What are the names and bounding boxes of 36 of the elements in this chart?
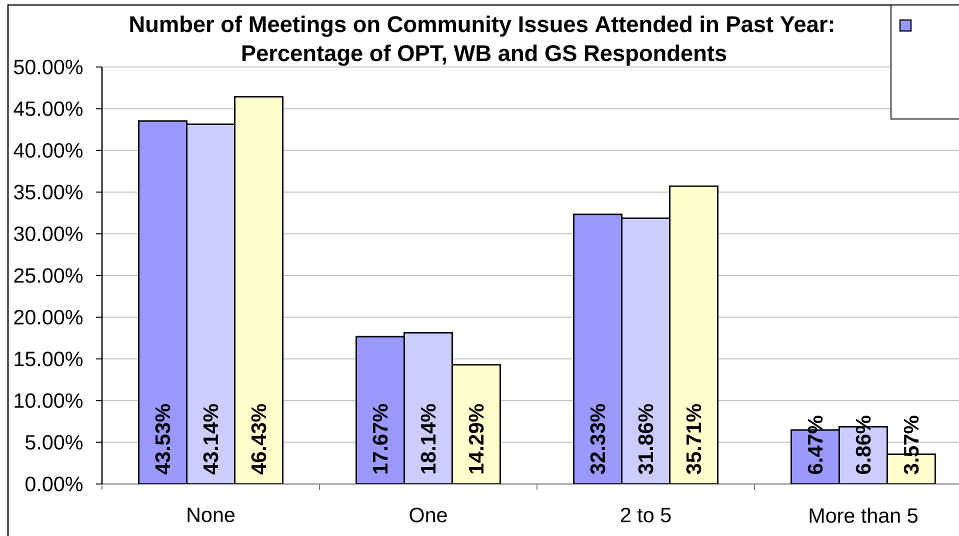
x-tick-label: 2 to 5 bbox=[620, 508, 671, 522]
y-tick-label: 10.00% bbox=[14, 393, 83, 408]
bar bbox=[356, 336, 405, 484]
data-label: 6.86% bbox=[856, 416, 871, 474]
data-label: 35.71% bbox=[686, 404, 702, 474]
data-label: 31.86% bbox=[638, 404, 654, 474]
chart-title: Number of Meetings on Community Issues Attended in Past Year: bbox=[130, 16, 834, 37]
x-tick-label: None bbox=[188, 508, 235, 522]
y-tick-label: 5.00% bbox=[26, 434, 83, 450]
x-tick-label: One bbox=[410, 508, 447, 522]
y-tick-label: 25.00% bbox=[14, 268, 83, 283]
data-label: 17.67% bbox=[372, 404, 388, 474]
bar bbox=[669, 185, 718, 484]
y-tick-label: 0.00% bbox=[26, 476, 83, 492]
y-tick-label: 45.00% bbox=[14, 101, 83, 116]
data-label: 6.47% bbox=[808, 416, 823, 474]
y-tick-label: 50.00% bbox=[14, 60, 83, 74]
bar bbox=[404, 332, 453, 484]
y-tick-label: 20.00% bbox=[14, 310, 83, 325]
y-tick-label: 40.00% bbox=[14, 143, 83, 158]
data-label: 32.33% bbox=[590, 404, 606, 474]
y-tick-label: 15.00% bbox=[14, 352, 83, 366]
data-label: 18.14% bbox=[420, 404, 436, 474]
y-tick-label: 35.00% bbox=[14, 184, 83, 200]
chart-subtitle: Percentage of OPT, WB and GS Respondents bbox=[242, 44, 726, 66]
data-label: 43.14% bbox=[203, 404, 218, 474]
bar bbox=[138, 120, 188, 484]
bar bbox=[234, 96, 284, 484]
bar bbox=[573, 214, 622, 484]
data-label: 14.29% bbox=[468, 404, 484, 474]
data-label: 43.53% bbox=[155, 404, 170, 474]
bar bbox=[621, 218, 670, 484]
y-tick-label: 30.00% bbox=[14, 226, 83, 242]
bar bbox=[186, 123, 236, 484]
x-tick-label: More than 5 bbox=[810, 508, 918, 523]
data-label: 46.43% bbox=[251, 404, 266, 474]
